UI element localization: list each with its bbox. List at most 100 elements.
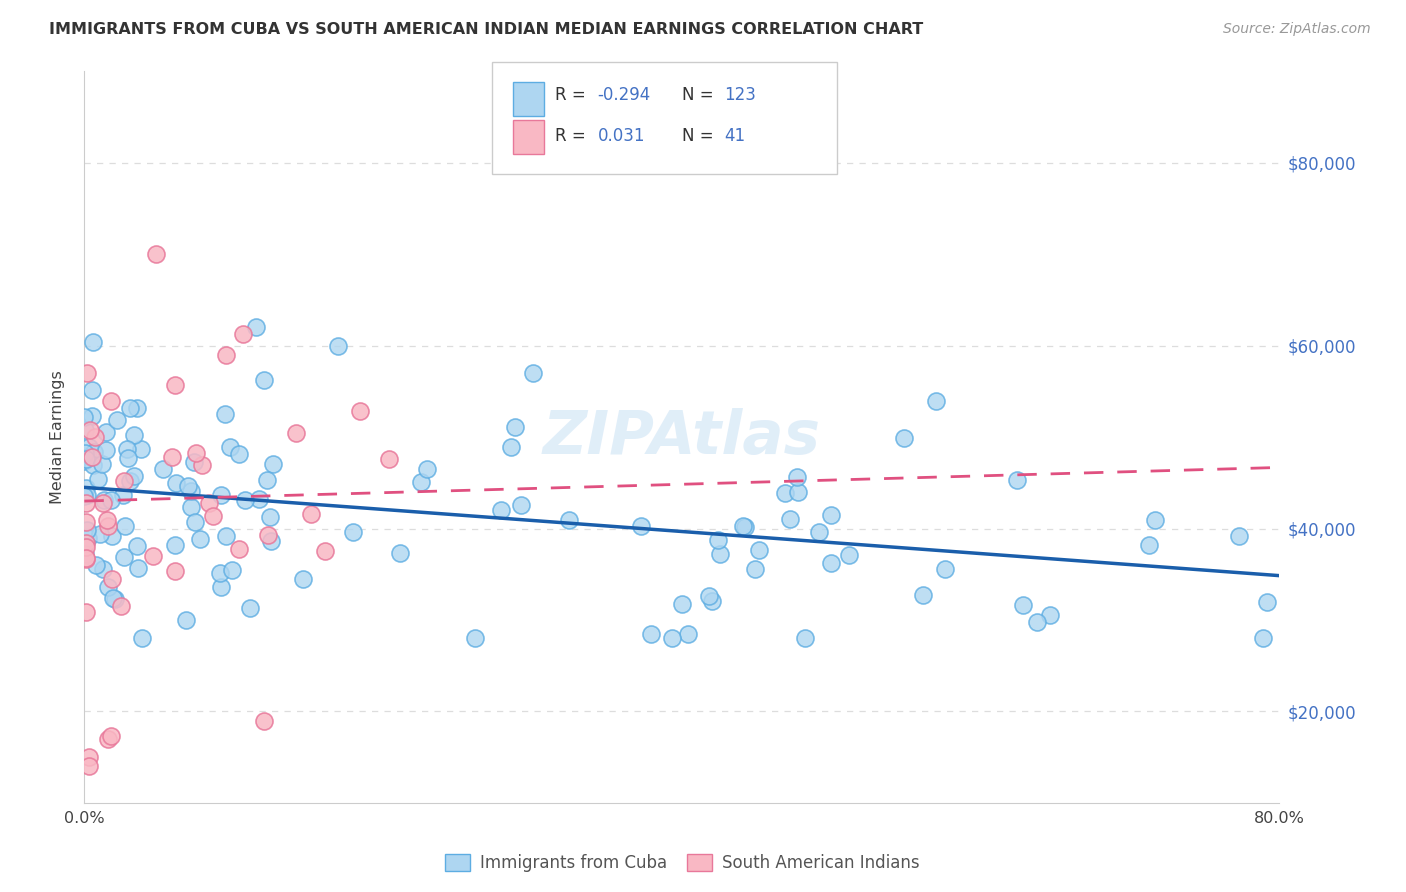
Point (93, 562, 115, 576)
Point (115, 442, 138, 457)
Point (96, 425, 118, 440)
Point (342, 524, 364, 539)
Point (75, 516, 97, 530)
Point (80, 383, 103, 397)
Point (127, 561, 149, 575)
Y-axis label: Median Earnings: Median Earnings (51, 370, 65, 504)
Point (505, 420, 527, 434)
Point (262, 457, 284, 471)
Point (82, 450, 104, 464)
Text: IMMIGRANTS FROM CUBA VS SOUTH AMERICAN INDIAN MEDIAN EARNINGS CORRELATION CHART: IMMIGRANTS FROM CUBA VS SOUTH AMERICAN I… (49, 22, 924, 37)
Point (163, 565, 186, 579)
Point (104, 592, 127, 607)
Point (221, 563, 243, 577)
Point (97, 518, 120, 533)
Point (117, 451, 139, 466)
Point (1025, 615, 1047, 629)
Point (101, 572, 124, 586)
Point (100, 394, 122, 409)
Point (73, 446, 96, 460)
Point (180, 483, 202, 498)
Point (75, 606, 97, 620)
Text: N =: N = (682, 87, 718, 104)
Point (1012, 598, 1035, 612)
Point (388, 546, 411, 560)
Point (253, 714, 276, 728)
Point (259, 534, 281, 549)
Point (734, 520, 756, 534)
Point (510, 499, 533, 513)
Point (228, 447, 250, 461)
Point (82, 409, 104, 423)
Point (228, 542, 250, 557)
Point (239, 600, 262, 615)
Point (707, 533, 730, 547)
Point (256, 473, 278, 487)
Point (100, 729, 122, 743)
Point (779, 512, 801, 526)
Point (75, 496, 97, 510)
Point (77, 750, 100, 764)
Point (209, 566, 232, 580)
Point (630, 518, 652, 533)
Point (893, 431, 915, 445)
Point (191, 458, 214, 472)
Point (75, 550, 97, 565)
Point (209, 488, 232, 502)
Point (676, 626, 699, 640)
Point (1327, 597, 1350, 611)
Point (162, 450, 184, 464)
Text: -0.294: -0.294 (598, 87, 651, 104)
Point (177, 478, 200, 492)
Point (416, 462, 439, 476)
Point (77, 531, 100, 545)
Point (183, 455, 205, 469)
Point (75, 452, 97, 467)
Point (84, 430, 107, 444)
Point (112, 549, 135, 564)
Text: Source: ZipAtlas.com: Source: ZipAtlas.com (1223, 22, 1371, 37)
Point (118, 401, 141, 415)
Point (83, 445, 105, 459)
Point (89, 527, 111, 541)
Point (284, 425, 307, 440)
Point (671, 597, 693, 611)
Point (219, 440, 242, 454)
Point (122, 427, 145, 442)
Point (709, 548, 731, 562)
Point (702, 594, 724, 608)
Point (1227, 529, 1250, 543)
Point (808, 524, 831, 539)
Point (180, 500, 202, 515)
Point (911, 588, 934, 602)
Point (142, 549, 165, 563)
Point (183, 515, 205, 529)
Point (934, 562, 956, 576)
Point (174, 613, 197, 627)
Point (1298, 631, 1320, 645)
Point (1251, 631, 1274, 645)
Point (75, 547, 97, 561)
Point (409, 475, 432, 490)
Point (100, 493, 122, 508)
Point (661, 631, 683, 645)
Point (787, 485, 810, 500)
Point (292, 572, 315, 586)
Point (522, 366, 544, 380)
Text: N =: N = (682, 127, 718, 145)
Point (77, 440, 100, 454)
Point (91, 495, 114, 509)
Point (152, 462, 174, 476)
Legend: Immigrants from Cuba, South American Indians: Immigrants from Cuba, South American Ind… (437, 847, 927, 879)
Point (1256, 595, 1278, 609)
Point (76, 523, 98, 537)
Point (165, 538, 187, 552)
Point (557, 513, 579, 527)
Point (125, 540, 148, 554)
Point (377, 452, 399, 467)
Point (747, 543, 769, 558)
Point (1005, 473, 1028, 487)
Point (838, 548, 860, 562)
Point (105, 412, 128, 426)
Point (215, 348, 238, 362)
